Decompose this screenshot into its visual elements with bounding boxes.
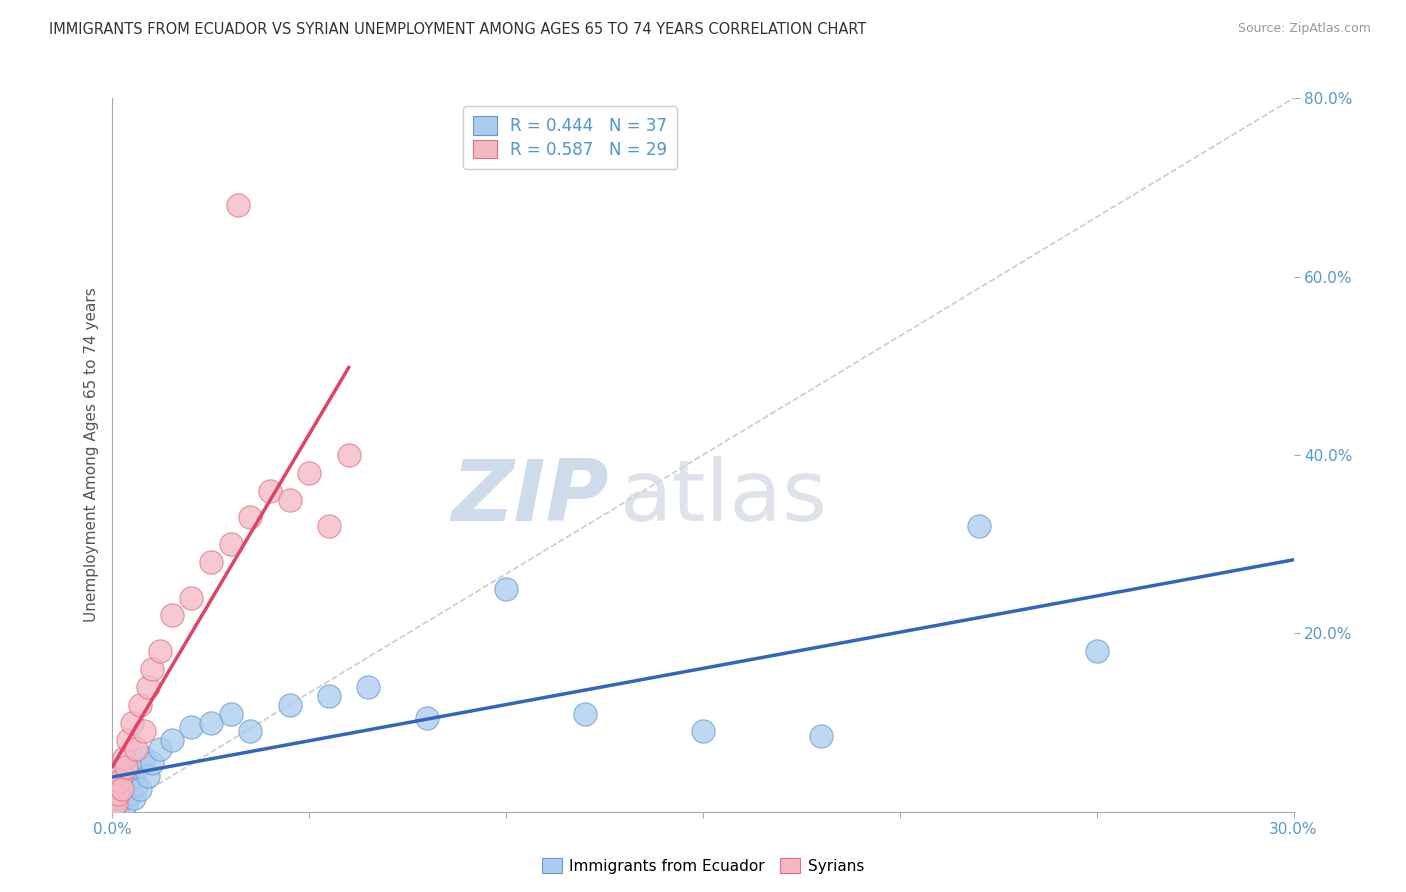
Point: [110, 773, 132, 788]
Point: [136, 680, 159, 694]
Point: [111, 782, 134, 797]
Point: [149, 742, 172, 756]
Point: [967, 519, 990, 533]
Point: [117, 773, 139, 788]
Point: [105, 800, 128, 814]
Point: [105, 791, 128, 805]
Point: [115, 796, 138, 810]
Point: [239, 724, 262, 739]
Text: ZIP: ZIP: [451, 456, 609, 540]
Point: [108, 764, 131, 779]
Point: [105, 778, 128, 792]
Point: [228, 198, 250, 212]
Point: [121, 764, 143, 779]
Point: [127, 760, 149, 774]
Point: [107, 778, 129, 792]
Point: [141, 662, 163, 676]
Text: atlas: atlas: [620, 456, 828, 540]
Point: [141, 756, 163, 770]
Point: [149, 644, 172, 658]
Point: [125, 778, 148, 792]
Point: [160, 733, 183, 747]
Point: [180, 720, 202, 734]
Point: [111, 791, 134, 805]
Point: [108, 796, 131, 810]
Point: [104, 787, 127, 801]
Point: [278, 698, 301, 712]
Point: [259, 483, 281, 498]
Point: [495, 582, 517, 596]
Point: [103, 796, 125, 810]
Point: [105, 796, 128, 810]
Point: [112, 751, 135, 765]
Point: [117, 733, 139, 747]
Point: [200, 715, 222, 730]
Point: [132, 751, 155, 765]
Point: [129, 698, 152, 712]
Point: [692, 724, 714, 739]
Legend: R = 0.444   N = 37, R = 0.587   N = 29: R = 0.444 N = 37, R = 0.587 N = 29: [464, 106, 676, 169]
Point: [219, 537, 242, 551]
Point: [115, 760, 138, 774]
Point: [103, 800, 125, 814]
Point: [200, 555, 222, 569]
Text: Source: ZipAtlas.com: Source: ZipAtlas.com: [1237, 22, 1371, 36]
Point: [121, 715, 143, 730]
Point: [104, 791, 127, 805]
Point: [180, 591, 202, 605]
Point: [298, 466, 321, 480]
Point: [129, 782, 152, 797]
Point: [120, 787, 142, 801]
Text: IMMIGRANTS FROM ECUADOR VS SYRIAN UNEMPLOYMENT AMONG AGES 65 TO 74 YEARS CORRELA: IMMIGRANTS FROM ECUADOR VS SYRIAN UNEMPL…: [49, 22, 866, 37]
Point: [132, 724, 155, 739]
Point: [136, 769, 159, 783]
Point: [239, 510, 262, 524]
Point: [416, 711, 439, 725]
Point: [122, 791, 145, 805]
Point: [810, 729, 832, 743]
Point: [318, 689, 340, 703]
Point: [107, 787, 129, 801]
Point: [357, 680, 380, 694]
Point: [318, 519, 340, 533]
Point: [278, 492, 301, 507]
Point: [125, 742, 148, 756]
Point: [219, 706, 242, 721]
Point: [337, 448, 360, 462]
Point: [112, 769, 135, 783]
Point: [160, 608, 183, 623]
Y-axis label: Unemployment Among Ages 65 to 74 years: Unemployment Among Ages 65 to 74 years: [83, 287, 98, 623]
Point: [574, 706, 596, 721]
Legend: Immigrants from Ecuador, Syrians: Immigrants from Ecuador, Syrians: [536, 852, 870, 880]
Point: [112, 787, 135, 801]
Point: [1085, 644, 1108, 658]
Point: [110, 782, 132, 797]
